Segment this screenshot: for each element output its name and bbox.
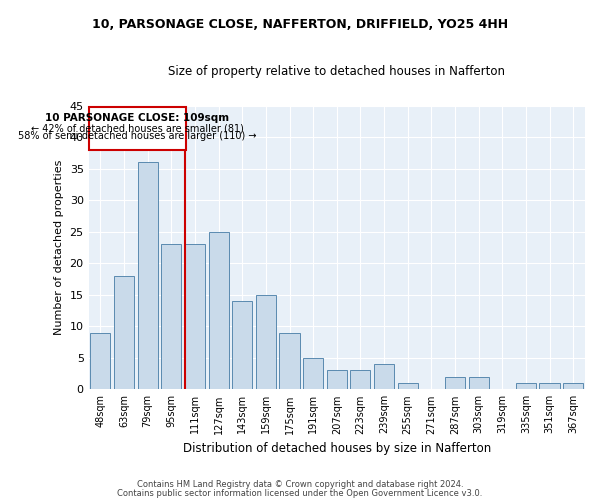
Bar (232, 301, 252, 390)
Bar (209, 232, 229, 390)
Bar (185, 244, 205, 390)
Text: Contains public sector information licensed under the Open Government Licence v3: Contains public sector information licen… (118, 489, 482, 498)
Text: 10 PARSONAGE CLOSE: 109sqm: 10 PARSONAGE CLOSE: 109sqm (45, 113, 229, 123)
Bar (280, 332, 299, 390)
Bar (137, 162, 158, 390)
Bar (445, 376, 465, 390)
Bar (89, 107, 186, 150)
Bar (350, 370, 370, 390)
Bar (469, 376, 488, 390)
Bar (303, 358, 323, 390)
Bar (91, 332, 110, 390)
Text: 10, PARSONAGE CLOSE, NAFFERTON, DRIFFIELD, YO25 4HH: 10, PARSONAGE CLOSE, NAFFERTON, DRIFFIEL… (92, 18, 508, 30)
Bar (161, 244, 181, 390)
Bar (398, 383, 418, 390)
Text: 58% of semi-detached houses are larger (110) →: 58% of semi-detached houses are larger (… (18, 132, 257, 141)
X-axis label: Distribution of detached houses by size in Nafferton: Distribution of detached houses by size … (182, 442, 491, 455)
Bar (563, 383, 583, 390)
Text: Contains HM Land Registry data © Crown copyright and database right 2024.: Contains HM Land Registry data © Crown c… (137, 480, 463, 489)
Bar (516, 383, 536, 390)
Title: Size of property relative to detached houses in Nafferton: Size of property relative to detached ho… (168, 65, 505, 78)
Bar (327, 370, 347, 390)
Y-axis label: Number of detached properties: Number of detached properties (54, 160, 64, 335)
Bar (374, 364, 394, 390)
Bar (114, 276, 134, 390)
Bar (539, 383, 560, 390)
Bar (256, 294, 276, 390)
Text: ← 42% of detached houses are smaller (81): ← 42% of detached houses are smaller (81… (31, 123, 244, 133)
